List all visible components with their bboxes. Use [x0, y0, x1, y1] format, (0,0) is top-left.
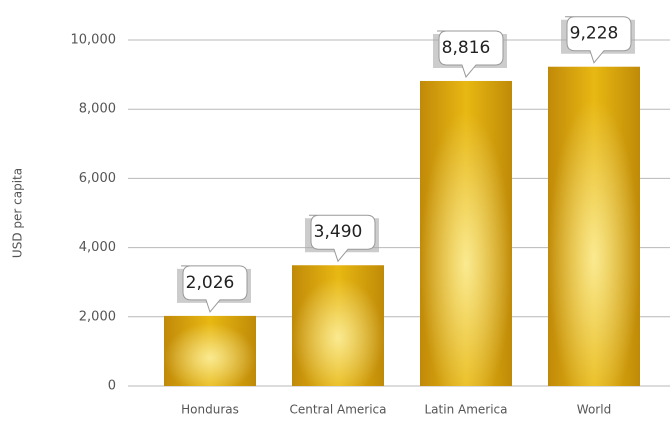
- callout-box: [437, 30, 504, 78]
- x-tick-label: World: [577, 403, 611, 417]
- value-callout: 2,026: [177, 265, 251, 313]
- value-callout: 9,228: [561, 16, 635, 64]
- bar-glow: [164, 315, 256, 386]
- x-tick-label: Central America: [289, 403, 386, 417]
- value-label: 9,228: [570, 24, 619, 44]
- y-tick-label: 6,000: [79, 171, 116, 186]
- value-label: 2,026: [186, 273, 235, 293]
- y-tick-label: 4,000: [79, 240, 116, 255]
- x-tick-label: Latin America: [425, 403, 508, 417]
- y-tick-label: 2,000: [79, 309, 116, 324]
- x-tick-label: Honduras: [181, 403, 239, 417]
- y-tick-label: 10,000: [71, 33, 117, 48]
- callout-box: [565, 16, 632, 64]
- callout-box: [181, 265, 248, 313]
- value-callout: 8,816: [433, 30, 507, 78]
- y-tick-label: 8,000: [79, 102, 116, 117]
- y-axis-label: USD per capita: [11, 168, 25, 258]
- callout-box: [309, 214, 376, 263]
- bar-glow: [420, 80, 512, 386]
- bar-glow: [292, 265, 384, 386]
- y-tick-label: 0: [108, 379, 116, 394]
- value-callout: 3,490: [305, 214, 379, 263]
- value-label: 8,816: [442, 38, 491, 58]
- value-label: 3,490: [314, 222, 363, 242]
- bar-glow: [548, 66, 640, 387]
